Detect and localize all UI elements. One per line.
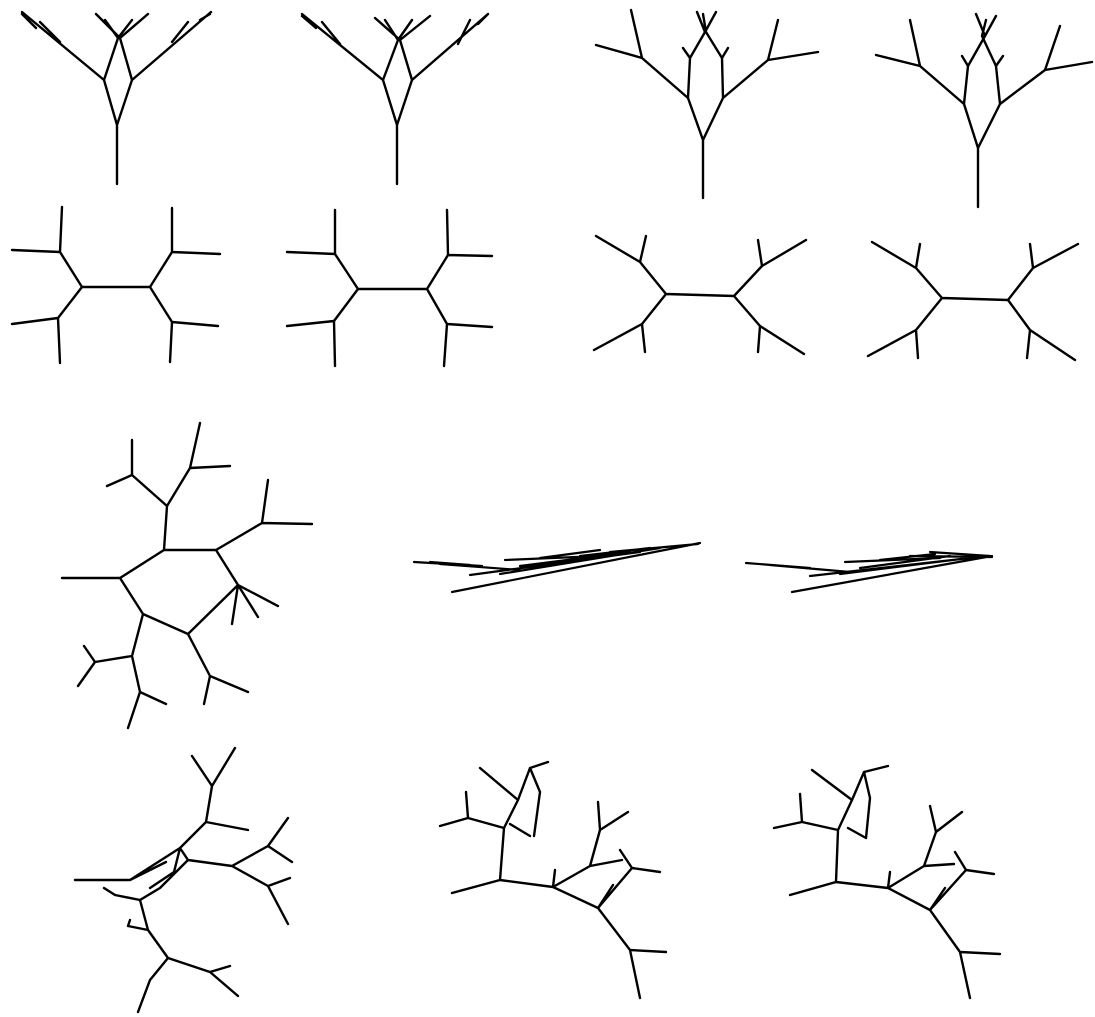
upright-tree-left-a <box>20 10 213 186</box>
upright-tree-right-a <box>300 12 490 186</box>
arched-tree-right <box>772 764 1002 1000</box>
h-tree-right-b <box>866 240 1080 362</box>
h-tree-right-a <box>285 208 494 368</box>
flat-tree-right <box>744 550 994 594</box>
h-tree-left-b <box>592 234 808 356</box>
arched-tree-left <box>438 760 668 1000</box>
upright-tree-right-b <box>874 12 1094 209</box>
curled-loop-tree <box>60 421 314 730</box>
upright-tree-left-b <box>594 8 820 200</box>
h-tree-left-a <box>10 205 222 365</box>
tangled-tree <box>73 746 294 1014</box>
flat-tree-left <box>412 541 702 594</box>
